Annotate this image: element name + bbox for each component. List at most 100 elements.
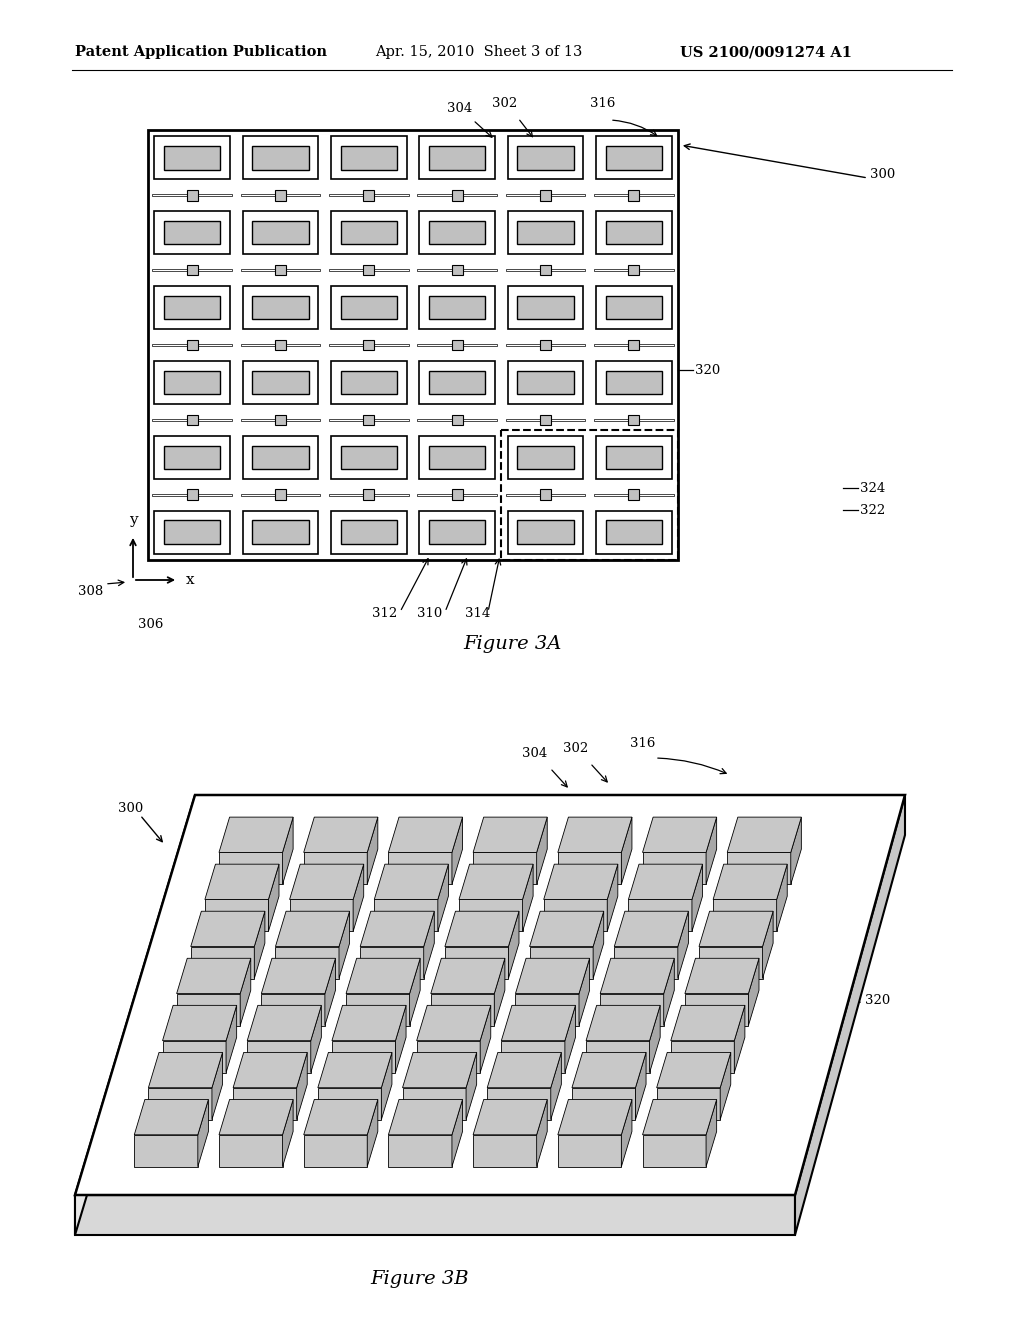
Polygon shape bbox=[537, 817, 547, 884]
Bar bbox=[418, 269, 497, 272]
Text: US 2100/0091274 A1: US 2100/0091274 A1 bbox=[680, 45, 852, 59]
Polygon shape bbox=[75, 1195, 795, 1236]
Polygon shape bbox=[495, 958, 505, 1026]
Bar bbox=[429, 147, 485, 169]
Polygon shape bbox=[219, 1135, 283, 1167]
Polygon shape bbox=[452, 1100, 463, 1167]
Polygon shape bbox=[75, 795, 905, 1195]
Bar bbox=[452, 490, 463, 500]
Bar bbox=[605, 371, 663, 395]
Bar bbox=[153, 194, 231, 197]
Polygon shape bbox=[219, 817, 293, 853]
Bar bbox=[605, 520, 663, 544]
Polygon shape bbox=[642, 817, 717, 853]
Bar bbox=[341, 296, 397, 319]
Polygon shape bbox=[508, 911, 519, 978]
Bar bbox=[186, 265, 198, 276]
Polygon shape bbox=[692, 865, 702, 932]
Polygon shape bbox=[600, 994, 664, 1026]
Bar bbox=[517, 446, 573, 469]
Polygon shape bbox=[544, 899, 607, 932]
Polygon shape bbox=[727, 817, 802, 853]
Bar bbox=[241, 269, 321, 272]
Polygon shape bbox=[375, 865, 449, 899]
Polygon shape bbox=[388, 1100, 463, 1135]
Bar bbox=[186, 414, 198, 425]
Polygon shape bbox=[332, 1006, 407, 1040]
Polygon shape bbox=[268, 865, 279, 932]
Bar bbox=[596, 511, 672, 554]
Bar bbox=[186, 339, 198, 350]
Bar bbox=[331, 436, 407, 479]
Polygon shape bbox=[339, 911, 349, 978]
Polygon shape bbox=[537, 1100, 547, 1167]
Bar bbox=[329, 343, 409, 346]
Text: 300: 300 bbox=[118, 801, 143, 814]
Polygon shape bbox=[368, 1100, 378, 1167]
Bar bbox=[243, 360, 318, 404]
Polygon shape bbox=[579, 958, 590, 1026]
Bar bbox=[506, 194, 586, 197]
Polygon shape bbox=[431, 994, 495, 1026]
Bar bbox=[153, 269, 231, 272]
Polygon shape bbox=[622, 817, 632, 884]
Polygon shape bbox=[522, 865, 534, 932]
Polygon shape bbox=[148, 1052, 222, 1088]
Polygon shape bbox=[707, 817, 717, 884]
Text: 302: 302 bbox=[493, 96, 517, 110]
Polygon shape bbox=[558, 853, 622, 884]
Text: 316: 316 bbox=[590, 96, 615, 110]
Bar bbox=[155, 360, 230, 404]
Polygon shape bbox=[558, 1135, 622, 1167]
Bar bbox=[364, 490, 374, 500]
Polygon shape bbox=[177, 994, 241, 1026]
Polygon shape bbox=[699, 911, 773, 946]
Polygon shape bbox=[297, 1052, 307, 1119]
Bar bbox=[419, 360, 496, 404]
Polygon shape bbox=[290, 899, 353, 932]
Bar bbox=[452, 339, 463, 350]
Text: 302: 302 bbox=[563, 742, 589, 755]
Text: 304: 304 bbox=[447, 102, 473, 115]
Polygon shape bbox=[346, 958, 420, 994]
Text: 324: 324 bbox=[860, 482, 886, 495]
Polygon shape bbox=[190, 911, 265, 946]
Bar bbox=[243, 511, 318, 554]
Polygon shape bbox=[444, 911, 519, 946]
Text: 320: 320 bbox=[695, 363, 720, 376]
Polygon shape bbox=[410, 958, 420, 1026]
Polygon shape bbox=[452, 817, 463, 884]
Polygon shape bbox=[763, 911, 773, 978]
Bar bbox=[517, 296, 573, 319]
Bar bbox=[164, 520, 220, 544]
Polygon shape bbox=[388, 853, 452, 884]
Bar bbox=[419, 136, 496, 180]
Polygon shape bbox=[671, 1040, 734, 1073]
Bar bbox=[429, 296, 485, 319]
Polygon shape bbox=[304, 1100, 378, 1135]
Polygon shape bbox=[707, 1100, 717, 1167]
Polygon shape bbox=[459, 865, 534, 899]
Polygon shape bbox=[325, 958, 336, 1026]
Text: y: y bbox=[129, 513, 137, 527]
Bar bbox=[275, 190, 286, 201]
Polygon shape bbox=[487, 1052, 561, 1088]
Polygon shape bbox=[163, 1006, 237, 1040]
Bar bbox=[341, 147, 397, 169]
Polygon shape bbox=[656, 1088, 720, 1119]
Bar bbox=[155, 286, 230, 329]
Text: 316: 316 bbox=[630, 737, 655, 750]
Bar bbox=[452, 414, 463, 425]
Polygon shape bbox=[600, 958, 674, 994]
Bar bbox=[540, 490, 551, 500]
Polygon shape bbox=[360, 946, 424, 978]
Polygon shape bbox=[685, 994, 749, 1026]
Polygon shape bbox=[375, 899, 438, 932]
Polygon shape bbox=[304, 1135, 368, 1167]
Polygon shape bbox=[734, 1006, 744, 1073]
Bar bbox=[331, 211, 407, 255]
Bar bbox=[540, 339, 551, 350]
Polygon shape bbox=[636, 1052, 646, 1119]
Bar bbox=[252, 147, 309, 169]
Bar bbox=[331, 360, 407, 404]
